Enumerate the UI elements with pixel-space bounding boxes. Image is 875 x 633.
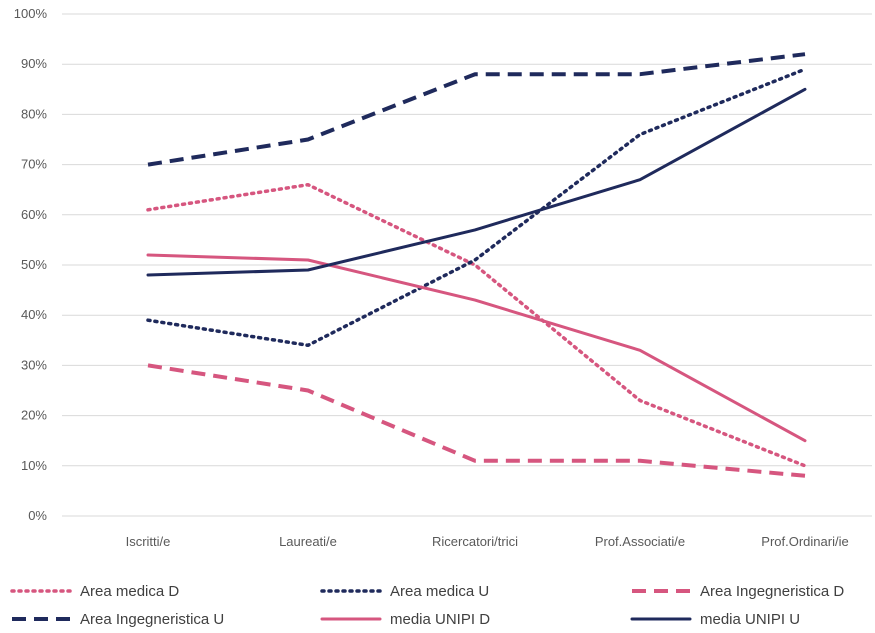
x-tick-label: Iscritti/e <box>126 534 171 549</box>
series-line-media-unipi-u <box>146 87 807 277</box>
gridlines <box>62 13 872 517</box>
y-tick-label: 60% <box>21 207 47 222</box>
x-tick-label: Prof.Associati/e <box>595 534 685 549</box>
y-tick-label: 10% <box>21 458 47 473</box>
x-tick-label: Ricercatori/trici <box>432 534 518 549</box>
legend: Area medica D Area medica U Area Ingegneri… <box>10 583 844 628</box>
series-line-area-medica-d <box>146 182 807 468</box>
x-axis-tick-labels: Iscritti/e Laureati/e Ricercatori/trici Pro… <box>126 534 849 549</box>
y-tick-label: 100% <box>14 6 48 21</box>
x-tick-label: Prof.Ordinari/ie <box>761 534 848 549</box>
y-tick-label: 40% <box>21 307 47 322</box>
y-tick-label: 90% <box>21 56 47 71</box>
legend-label: Area medica U <box>390 583 489 600</box>
series-line-area-ingegneristica-d <box>147 363 806 478</box>
y-axis-tick-labels: 0% 10% 20% 30% 40% 50% 60% 70% 80% 90% 100% <box>14 6 48 523</box>
series-line-area-ingegneristica-u <box>147 52 806 167</box>
series-lines <box>146 52 807 478</box>
y-tick-label: 20% <box>21 408 47 423</box>
legend-label: Area medica D <box>80 583 179 600</box>
y-tick-label: 0% <box>28 508 47 523</box>
y-tick-label: 80% <box>21 106 47 121</box>
y-tick-label: 50% <box>21 257 47 272</box>
y-tick-label: 30% <box>21 357 47 372</box>
x-tick-label: Laureati/e <box>279 534 337 549</box>
series-line-media-unipi-d <box>146 253 807 443</box>
series-line-area-medica-u <box>146 67 807 348</box>
legend-label: media UNIPI U <box>700 611 800 628</box>
legend-label: Area Ingegneristica U <box>80 611 224 628</box>
legend-label: media UNIPI D <box>390 611 490 628</box>
y-tick-label: 70% <box>21 157 47 172</box>
legend-label: Area Ingegneristica D <box>700 583 844 600</box>
